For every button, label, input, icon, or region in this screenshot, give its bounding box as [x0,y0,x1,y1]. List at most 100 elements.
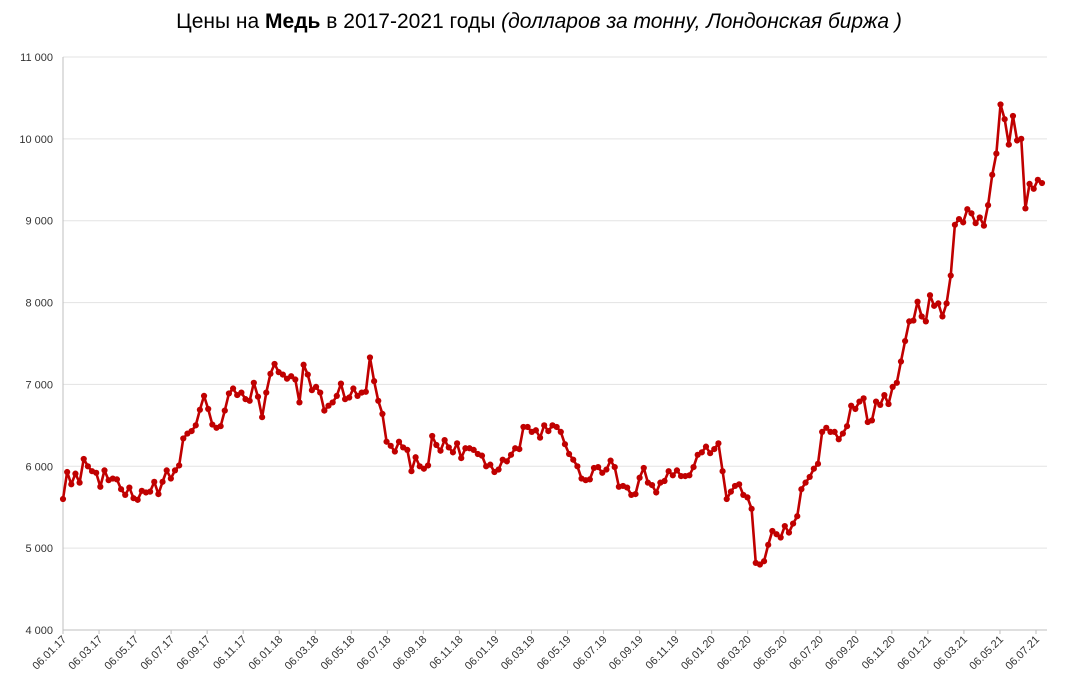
chart-title: Цены на Медь в 2017-2021 годы (долларов … [0,10,1078,34]
data-point [690,464,697,471]
y-tick-label: 8 000 [25,298,53,310]
x-tick-label: 06.05.17 [102,634,141,673]
data-point [163,467,170,474]
data-point [383,438,390,445]
data-point [333,392,340,399]
axis-layer [62,57,1047,634]
data-point [429,432,436,440]
data-point [553,423,560,431]
data-point [910,317,917,324]
data-point [756,561,764,568]
x-tick-label: 06.03.18 [283,634,322,673]
data-point [673,467,681,474]
data-point [640,464,647,472]
data-point [723,495,730,503]
data-point [702,443,710,450]
data-point [806,473,813,481]
data-point [794,513,801,520]
y-tick-label: 7 000 [25,379,53,391]
data-point [321,407,328,414]
data-point [147,488,154,495]
x-tick-label: 06.03.21 [931,634,970,673]
data-point [487,461,494,468]
data-point [126,484,133,491]
data-point [205,405,212,413]
data-point [972,220,979,227]
data-point [541,422,548,429]
data-point [1018,135,1025,142]
data-point [97,483,104,490]
data-point [366,354,374,361]
data-point [412,454,419,461]
data-point [976,214,983,221]
data-point [354,392,361,399]
data-point [964,206,971,213]
data-point [134,496,141,503]
data-point [852,405,859,413]
data-point [744,494,751,501]
data-point [777,534,784,541]
data-point [856,398,863,405]
data-point [93,469,100,476]
x-tick-label: 06.11.17 [211,634,249,672]
x-tick-label: 06.07.19 [571,634,610,673]
data-point [632,491,639,498]
data-point [246,397,253,404]
data-point [1005,141,1012,148]
data-point [395,438,403,445]
series-copper-price [59,101,1046,568]
data-point [1038,179,1046,187]
data-point [624,484,631,491]
data-point [532,427,540,434]
data-point [790,520,797,527]
data-point [748,505,755,512]
data-point [669,472,676,479]
data-point [288,373,295,380]
data-point [872,398,880,405]
x-tick-label: 06.05.21 [967,634,1006,673]
data-point [167,475,174,482]
data-point [1034,176,1041,183]
x-tick-label: 06.09.17 [175,634,214,673]
data-point [922,318,929,325]
data-point [346,394,353,401]
x-tick-label: 06.09.19 [607,634,646,673]
data-point [765,541,772,548]
x-tick-label: 06.09.20 [823,634,862,673]
data-point [736,481,743,488]
x-tick-label: 06.07.17 [138,634,177,673]
data-point [586,476,593,483]
data-point [375,397,382,404]
x-tick-label: 06.01.21 [895,634,934,673]
data-point [636,474,643,481]
data-point [312,383,320,390]
data-point [570,456,577,463]
data-point [960,219,967,226]
data-point [420,465,427,472]
data-point [80,455,87,463]
data-point [1030,185,1037,192]
data-point [329,399,336,406]
data-point [561,441,569,448]
data-point [727,488,734,495]
data-point [939,313,946,320]
data-point [188,427,195,435]
x-tick-label: 06.07.18 [355,634,394,673]
y-tick-label: 5 000 [25,543,53,555]
data-point [68,481,75,488]
data-point [926,292,934,299]
data-point [947,272,954,279]
data-point [250,379,257,386]
data-point [653,489,660,496]
data-point [935,300,942,307]
data-point [470,446,477,454]
data-point [379,410,386,417]
data-point [155,491,162,498]
data-point [819,428,826,436]
data-point [64,468,71,476]
data-point [1001,116,1008,123]
data-point [885,400,892,408]
data-point [371,378,378,385]
data-point [993,150,1000,157]
x-tick-label: 06.03.17 [66,634,105,673]
